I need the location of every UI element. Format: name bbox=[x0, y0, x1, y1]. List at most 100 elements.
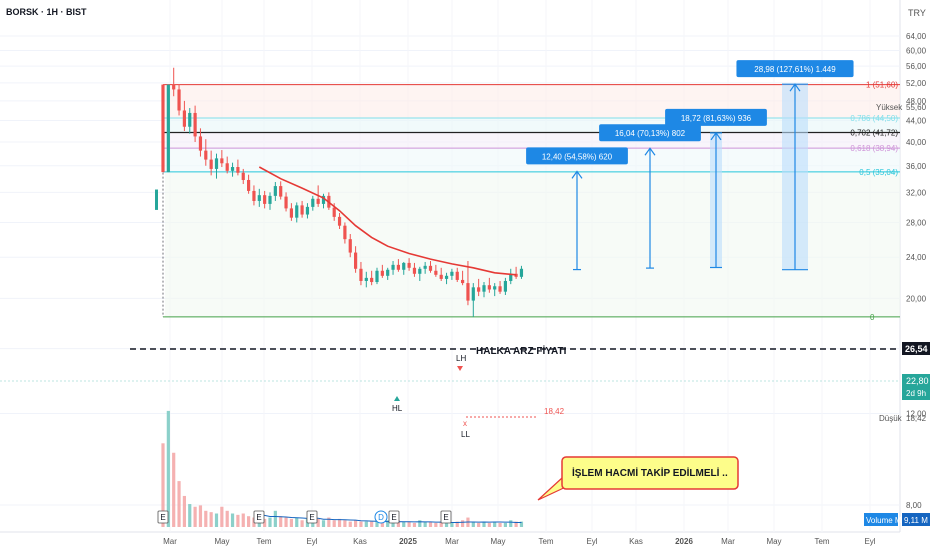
volume-bar bbox=[177, 481, 181, 527]
candle-body bbox=[493, 286, 497, 290]
volume-bar bbox=[428, 521, 433, 527]
currency-label: TRY bbox=[908, 8, 926, 18]
candle-body bbox=[214, 158, 219, 169]
volume-bar bbox=[375, 520, 379, 527]
ipo-price-label: HALKA ARZ FİYATI bbox=[476, 344, 567, 357]
volume-bar bbox=[225, 510, 229, 527]
candle-body bbox=[241, 172, 245, 180]
candle-body bbox=[220, 158, 224, 164]
volume-ma-label: Volume MA bbox=[866, 516, 908, 525]
candle-body bbox=[295, 205, 299, 218]
ipo-price-tag-bg bbox=[902, 342, 930, 355]
candle-body bbox=[418, 268, 422, 274]
x-tick-label: Eyl bbox=[864, 537, 875, 546]
candle-body bbox=[461, 279, 465, 284]
event-marker-bg bbox=[306, 510, 318, 524]
candle-body bbox=[316, 198, 320, 204]
volume-bar bbox=[391, 521, 395, 527]
candle-body bbox=[225, 163, 229, 171]
measure-label: 28,98 (127,61%) 1.449 bbox=[754, 65, 836, 74]
candle-body bbox=[166, 84, 170, 173]
candle-body bbox=[434, 270, 438, 275]
candle-body bbox=[509, 273, 513, 281]
volume-bar bbox=[498, 522, 502, 527]
volume-bar bbox=[444, 522, 449, 527]
price-axis[interactable] bbox=[900, 0, 932, 550]
x-tick-label: Mar bbox=[721, 537, 735, 546]
x-tick-label: Mar bbox=[445, 537, 459, 546]
volume-value: 9,11 M bbox=[904, 516, 928, 525]
volume-bar bbox=[220, 506, 224, 527]
candle-body bbox=[268, 195, 272, 204]
candle-body bbox=[289, 208, 293, 218]
volume-bar bbox=[343, 520, 347, 527]
note-box[interactable] bbox=[561, 456, 739, 490]
volume-bar bbox=[396, 520, 400, 527]
x-tick-label: Mar bbox=[163, 537, 177, 546]
x-tick-label: Kas bbox=[353, 537, 367, 546]
y-tick-label: 40,00 bbox=[906, 138, 927, 147]
volume-bar bbox=[386, 520, 390, 527]
volume-bar bbox=[418, 520, 422, 527]
volume-bar bbox=[273, 510, 277, 527]
volume-bar bbox=[166, 410, 170, 527]
volume-bar bbox=[247, 516, 251, 527]
candle-body bbox=[396, 264, 400, 270]
candle-body bbox=[172, 84, 176, 90]
volume-bar bbox=[412, 522, 417, 527]
candle-body bbox=[161, 84, 165, 173]
event-marker-bg bbox=[157, 510, 169, 524]
event-marker: E bbox=[256, 513, 261, 522]
x-tick-label: 2026 bbox=[675, 537, 693, 546]
candle-body bbox=[198, 136, 203, 151]
volume-bar bbox=[188, 504, 192, 527]
fib-label: 1 (51,60) bbox=[866, 81, 898, 90]
event-marker: E bbox=[160, 513, 165, 522]
volume-bar bbox=[327, 517, 331, 527]
candle-body bbox=[305, 206, 310, 215]
candle-body bbox=[354, 252, 358, 269]
low-label: Düşük bbox=[879, 414, 903, 423]
volume-bar bbox=[161, 443, 165, 527]
candle-body bbox=[386, 269, 390, 276]
volume-ma-badge[interactable] bbox=[864, 513, 898, 526]
y-tick-label: 36,00 bbox=[906, 162, 927, 171]
volume-bar bbox=[321, 520, 326, 527]
candle-body bbox=[263, 195, 267, 204]
measure-label-bg bbox=[599, 124, 701, 142]
candle-body bbox=[471, 287, 475, 301]
y-tick-label: 60,00 bbox=[906, 47, 927, 56]
candle-body bbox=[332, 207, 336, 217]
ma-path bbox=[258, 166, 517, 276]
x-tick-label: Kas bbox=[629, 537, 643, 546]
event-marker-bg bbox=[374, 510, 388, 524]
volume-bar bbox=[230, 513, 235, 527]
event-marker-bg bbox=[388, 510, 400, 524]
candle-body bbox=[204, 150, 208, 160]
event-marker: E bbox=[309, 513, 314, 522]
candle-body bbox=[444, 275, 449, 279]
candle-body bbox=[455, 271, 459, 280]
x-tick-label: May bbox=[766, 537, 781, 546]
fib-label: 0,618 (38,94) bbox=[850, 144, 898, 153]
x-tick-label: Tem bbox=[538, 537, 553, 546]
symbol-title[interactable]: BORSK · 1H · BIST bbox=[6, 7, 87, 17]
ipo-price-tag: 26,54 bbox=[905, 344, 928, 354]
volume-bar bbox=[316, 518, 320, 527]
candle-body bbox=[364, 277, 368, 281]
volume-bar bbox=[214, 513, 219, 527]
current-price-tag: 22,80 bbox=[906, 376, 929, 386]
candle-body bbox=[503, 280, 507, 292]
volume-bar bbox=[434, 522, 438, 527]
x-tick-label: May bbox=[214, 537, 229, 546]
volume-bar bbox=[332, 520, 336, 527]
y-tick-label: 24,00 bbox=[906, 253, 927, 262]
candle-body bbox=[247, 179, 251, 191]
measure-tools[interactable]: 12,40 (54,58%) 620 16,04 (70,13%) 802 18,7… bbox=[526, 60, 854, 271]
volume-bar bbox=[514, 521, 518, 527]
volume-bar bbox=[370, 521, 374, 527]
candle-body bbox=[321, 195, 326, 204]
measure-label-bg bbox=[526, 147, 628, 165]
